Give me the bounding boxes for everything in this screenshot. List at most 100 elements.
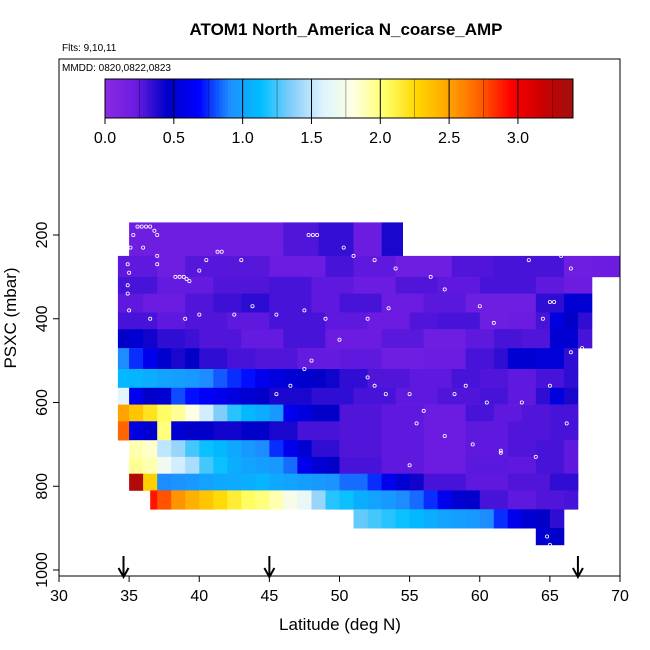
heatmap-cell bbox=[143, 473, 158, 491]
heatmap-cell bbox=[283, 329, 326, 349]
heatmap-cell bbox=[269, 456, 284, 474]
heatmap-cell bbox=[241, 440, 256, 458]
heatmap-cell bbox=[507, 348, 537, 370]
heatmap-cell bbox=[339, 421, 382, 441]
heatmap-cell bbox=[465, 293, 509, 313]
heatmap-cell bbox=[535, 528, 551, 546]
colorbar-segment bbox=[315, 79, 320, 118]
heatmap-cell bbox=[521, 509, 537, 529]
colorbar-segment bbox=[353, 79, 358, 118]
colorbar-segment bbox=[344, 79, 349, 118]
colorbar-segment bbox=[219, 79, 223, 118]
colorbar-segment bbox=[505, 79, 510, 118]
heatmap-cell bbox=[255, 387, 270, 405]
heatmap-cell bbox=[367, 490, 382, 510]
colorbar-segment bbox=[374, 79, 378, 118]
heatmap-cell bbox=[479, 509, 495, 529]
sample-point bbox=[306, 232, 311, 237]
heatmap-cell bbox=[185, 490, 200, 510]
colorbar-segment bbox=[379, 79, 384, 118]
heatmap-cell bbox=[367, 473, 382, 491]
heatmap-cell bbox=[117, 255, 158, 278]
colorbar-segment bbox=[128, 79, 132, 118]
heatmap-cell bbox=[241, 387, 256, 405]
sample-point bbox=[152, 228, 157, 233]
heatmap-cell bbox=[549, 421, 579, 441]
heatmap-cell bbox=[129, 369, 144, 389]
sample-point bbox=[488, 245, 493, 250]
colorbar-segment bbox=[137, 79, 141, 118]
sample-point bbox=[148, 316, 153, 321]
heatmap-cell bbox=[297, 421, 340, 441]
colorbar-segment bbox=[163, 79, 167, 118]
colorbar-segment bbox=[283, 79, 287, 118]
colorbar-segment bbox=[160, 79, 164, 118]
colorbar-segment bbox=[254, 79, 258, 118]
colorbar-segment bbox=[210, 79, 214, 118]
colorbar-segment bbox=[347, 79, 352, 118]
colorbar-segment bbox=[242, 79, 246, 118]
heatmap-cell bbox=[213, 404, 228, 422]
colorbar-segment bbox=[368, 79, 372, 118]
heatmap-cell bbox=[213, 293, 242, 313]
heatmap-cell bbox=[507, 387, 537, 405]
heatmap-cell bbox=[297, 440, 312, 458]
heatmap-cell bbox=[185, 421, 214, 441]
heatmap-cell bbox=[283, 456, 298, 474]
heatmap-cell bbox=[353, 509, 368, 529]
colorbar-segment bbox=[154, 79, 159, 118]
heatmap-cell bbox=[311, 490, 326, 510]
sample-point bbox=[127, 308, 132, 313]
heatmap-cell bbox=[227, 404, 242, 422]
colorbar-segment bbox=[178, 79, 182, 118]
heatmap-cell bbox=[269, 312, 326, 330]
heatmap-cell bbox=[213, 473, 228, 491]
heatmap-cell bbox=[423, 490, 439, 510]
colorbar-segment bbox=[286, 79, 290, 118]
sample-point bbox=[155, 262, 160, 267]
sample-point bbox=[564, 421, 569, 426]
colorbar-segment bbox=[412, 79, 416, 118]
heatmap-cell bbox=[171, 387, 186, 405]
colorbar-segment bbox=[303, 79, 308, 118]
colorbar-segment bbox=[175, 79, 179, 118]
heatmap-cell bbox=[563, 255, 593, 278]
heatmap-cell bbox=[269, 421, 298, 441]
heatmap-cell bbox=[199, 329, 242, 349]
sample-point bbox=[219, 249, 224, 254]
heatmap-cell bbox=[563, 312, 579, 330]
heatmap-cell bbox=[535, 490, 565, 510]
colorbar-segment bbox=[420, 79, 425, 118]
heatmap-cell bbox=[157, 312, 186, 330]
heatmap-cell bbox=[563, 440, 579, 458]
heatmap-cell bbox=[451, 255, 495, 278]
x-tick-label: 70 bbox=[611, 588, 629, 605]
heatmap-cell bbox=[563, 276, 593, 294]
heatmap-cell bbox=[157, 255, 186, 278]
sample-point bbox=[365, 375, 370, 380]
colorbar: 0.0 0.5 1.0 1.5 2.0 2.5 3.0 bbox=[94, 78, 574, 147]
flight-marker-arrowhead bbox=[117, 567, 130, 580]
colorbar-segment bbox=[561, 79, 565, 118]
colorbar-segment bbox=[406, 79, 410, 118]
sample-point bbox=[568, 266, 573, 271]
heatmap-cell bbox=[129, 456, 144, 474]
heatmap-cell bbox=[339, 348, 382, 370]
heatmap-cell bbox=[157, 440, 172, 458]
colorbar-segment bbox=[201, 79, 205, 118]
heatmap-cell bbox=[437, 490, 453, 510]
heatmap-cell bbox=[311, 473, 326, 491]
heatmap-cell bbox=[549, 404, 579, 422]
heatmap-cell bbox=[241, 490, 256, 510]
heatmap-cell bbox=[465, 456, 509, 474]
colorbar-segment bbox=[429, 79, 434, 118]
colorbar-segment bbox=[529, 79, 533, 118]
colorbar-segment bbox=[564, 79, 568, 118]
colorbar-segment bbox=[227, 79, 232, 118]
sample-point bbox=[407, 463, 412, 468]
sample-point bbox=[470, 442, 475, 447]
sample-point bbox=[187, 279, 192, 284]
colorbar-segment bbox=[461, 79, 466, 118]
heatmap-cell bbox=[185, 348, 200, 370]
heatmap-cell bbox=[381, 222, 403, 257]
